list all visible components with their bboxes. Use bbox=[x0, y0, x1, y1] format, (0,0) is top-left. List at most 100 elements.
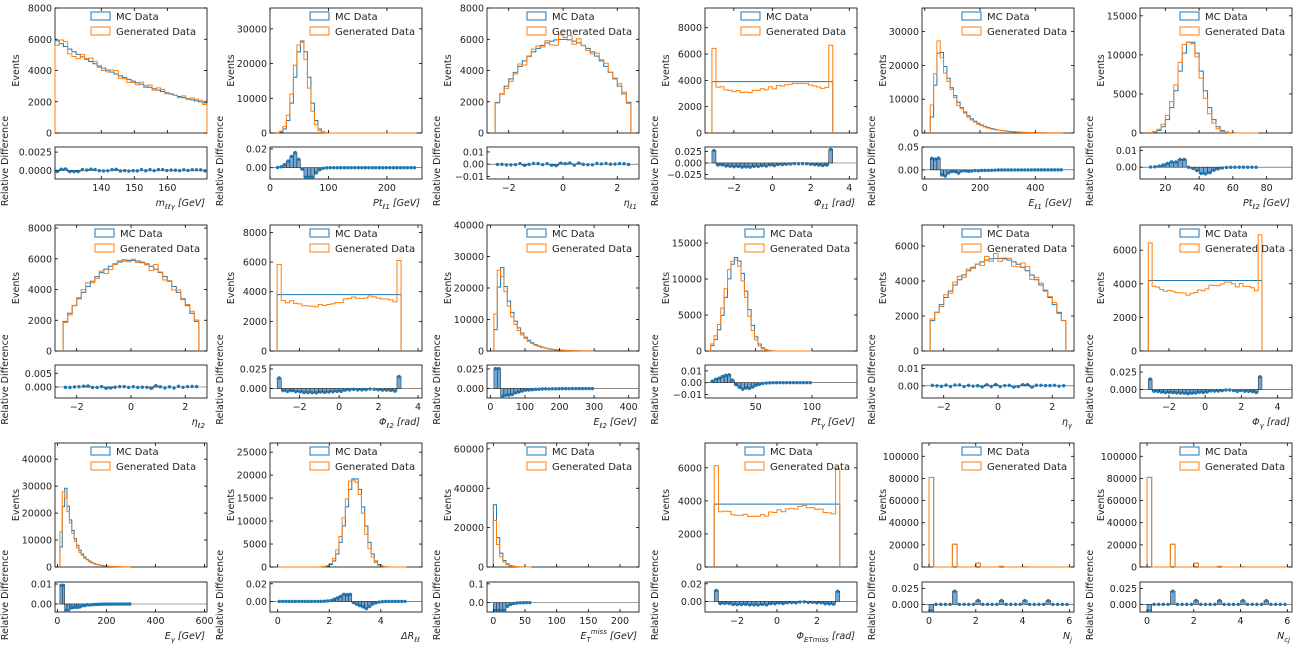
x-tick-label: −2 bbox=[70, 402, 84, 413]
ratio-point bbox=[1186, 165, 1191, 169]
ratio-point bbox=[748, 603, 752, 607]
ratio-point bbox=[1213, 602, 1217, 607]
ratio-y-tick-label: 0.025 bbox=[1110, 368, 1137, 379]
ratio-point bbox=[349, 166, 353, 170]
ratio-point bbox=[772, 163, 777, 168]
ratio-point bbox=[384, 388, 389, 392]
x-tick-label: 2 bbox=[376, 402, 382, 413]
legend-gen-swatch bbox=[740, 26, 761, 36]
label-subscript: j bbox=[1069, 636, 1072, 644]
ratio-point bbox=[131, 168, 135, 173]
ratio-bar bbox=[59, 585, 63, 605]
ratio-point bbox=[140, 385, 145, 389]
legend-mc-label: MC Data bbox=[1205, 12, 1248, 23]
ratio-point bbox=[971, 602, 976, 607]
ratio-point bbox=[345, 592, 349, 597]
ratio-point bbox=[169, 168, 173, 172]
ratio-point bbox=[549, 163, 554, 167]
ratio-point bbox=[332, 166, 336, 170]
ratio-y-tick-label: 0.025 bbox=[240, 364, 267, 375]
ratio-point bbox=[957, 383, 962, 387]
ratio-point bbox=[372, 387, 376, 392]
y-tick-label: 0 bbox=[478, 563, 484, 574]
y-tick-label: 8000 bbox=[28, 4, 52, 15]
y-tick-label: 4000 bbox=[460, 66, 484, 77]
ratio-point bbox=[831, 602, 836, 606]
ratio-point bbox=[1178, 391, 1183, 395]
ratio-point bbox=[185, 384, 190, 389]
legend-gen-swatch bbox=[961, 243, 982, 253]
label-text: [GeV] bbox=[607, 417, 637, 428]
legend-mc-swatch bbox=[961, 446, 982, 456]
ratio-point bbox=[781, 380, 785, 385]
ratio-point bbox=[764, 164, 769, 168]
ratio-point bbox=[540, 162, 545, 167]
ratio-point bbox=[287, 599, 291, 604]
ratio-point bbox=[300, 167, 304, 171]
x-axis-label: Ptℓ2​ [GeV] bbox=[1243, 198, 1290, 211]
label-text: [GeV] bbox=[607, 631, 637, 642]
ratio-point bbox=[981, 602, 985, 607]
y-tick-label: 6000 bbox=[895, 242, 919, 253]
ratio-y-tick-label: 0.01 bbox=[681, 366, 702, 377]
ratio-point bbox=[1148, 377, 1152, 381]
ratio-point bbox=[99, 602, 104, 606]
y-axis-label: Events bbox=[1096, 272, 1107, 304]
ratio-point bbox=[90, 385, 95, 390]
x-tick-label: 0 bbox=[490, 616, 496, 627]
ratio-point bbox=[739, 602, 744, 607]
y-tick-label: 6000 bbox=[28, 35, 52, 46]
ratio-point bbox=[346, 166, 350, 170]
ratio-point bbox=[617, 161, 622, 166]
ratio-point bbox=[760, 163, 764, 168]
ratio-point bbox=[136, 385, 140, 390]
top-axes-frame bbox=[1139, 224, 1293, 352]
legend-gen-swatch bbox=[1179, 243, 1200, 253]
ratio-point bbox=[63, 385, 68, 390]
ratio-point bbox=[306, 599, 311, 604]
ratio-point bbox=[1166, 602, 1170, 607]
ratio-point bbox=[128, 602, 132, 606]
legend-mc-swatch bbox=[309, 228, 330, 238]
ratio-point bbox=[1250, 602, 1254, 607]
ratio-point bbox=[1235, 389, 1240, 394]
x-axis-label: ηℓ2​ bbox=[192, 417, 206, 430]
legend-gen-label: Generated Data bbox=[120, 244, 200, 255]
ratio-point bbox=[986, 168, 991, 173]
y-tick-label: 4000 bbox=[678, 76, 702, 87]
label-subscript: ETmiss bbox=[804, 636, 829, 644]
ratio-point bbox=[186, 168, 190, 173]
y-tick-label: 60000 bbox=[454, 444, 484, 455]
histogram-panel: 0 5000 10000 15000 20000 25000 Events MC Data Ge… bbox=[215, 442, 423, 644]
x-axis-label: Φℓ1​ [rad] bbox=[814, 198, 855, 211]
ratio-point bbox=[403, 599, 407, 604]
ratio-point bbox=[939, 384, 944, 389]
ratio-point bbox=[504, 163, 509, 167]
label-text: Φ bbox=[379, 417, 386, 428]
y-tick-label: 4000 bbox=[1113, 279, 1137, 290]
ratio-point bbox=[580, 386, 585, 391]
ratio-point bbox=[948, 602, 952, 607]
ratio-axes-frame bbox=[486, 581, 640, 613]
ratio-y-tick-label: 0.025 bbox=[675, 147, 702, 158]
ratio-point bbox=[316, 599, 320, 604]
ratio-point bbox=[744, 386, 748, 390]
y-tick-label: 4000 bbox=[678, 496, 702, 507]
ratio-point bbox=[527, 162, 531, 167]
ratio-point bbox=[971, 384, 975, 388]
legend-gen-label: Generated Data bbox=[1205, 462, 1285, 473]
x-tick-label: 300 bbox=[585, 402, 603, 413]
ratio-point bbox=[990, 602, 994, 607]
ratio-point bbox=[953, 169, 957, 174]
ratio-point bbox=[302, 390, 306, 395]
x-tick-label: 50 bbox=[519, 616, 531, 627]
ratio-point bbox=[960, 169, 964, 173]
ratio-point bbox=[1212, 389, 1217, 393]
ratio-point bbox=[294, 389, 298, 394]
y-tick-label: 2000 bbox=[460, 97, 484, 108]
ratio-point bbox=[1273, 602, 1278, 607]
ratio-point bbox=[293, 150, 297, 155]
mc-data-histogram bbox=[492, 504, 532, 568]
ratio-point bbox=[948, 384, 953, 389]
ratio-point bbox=[712, 148, 716, 153]
